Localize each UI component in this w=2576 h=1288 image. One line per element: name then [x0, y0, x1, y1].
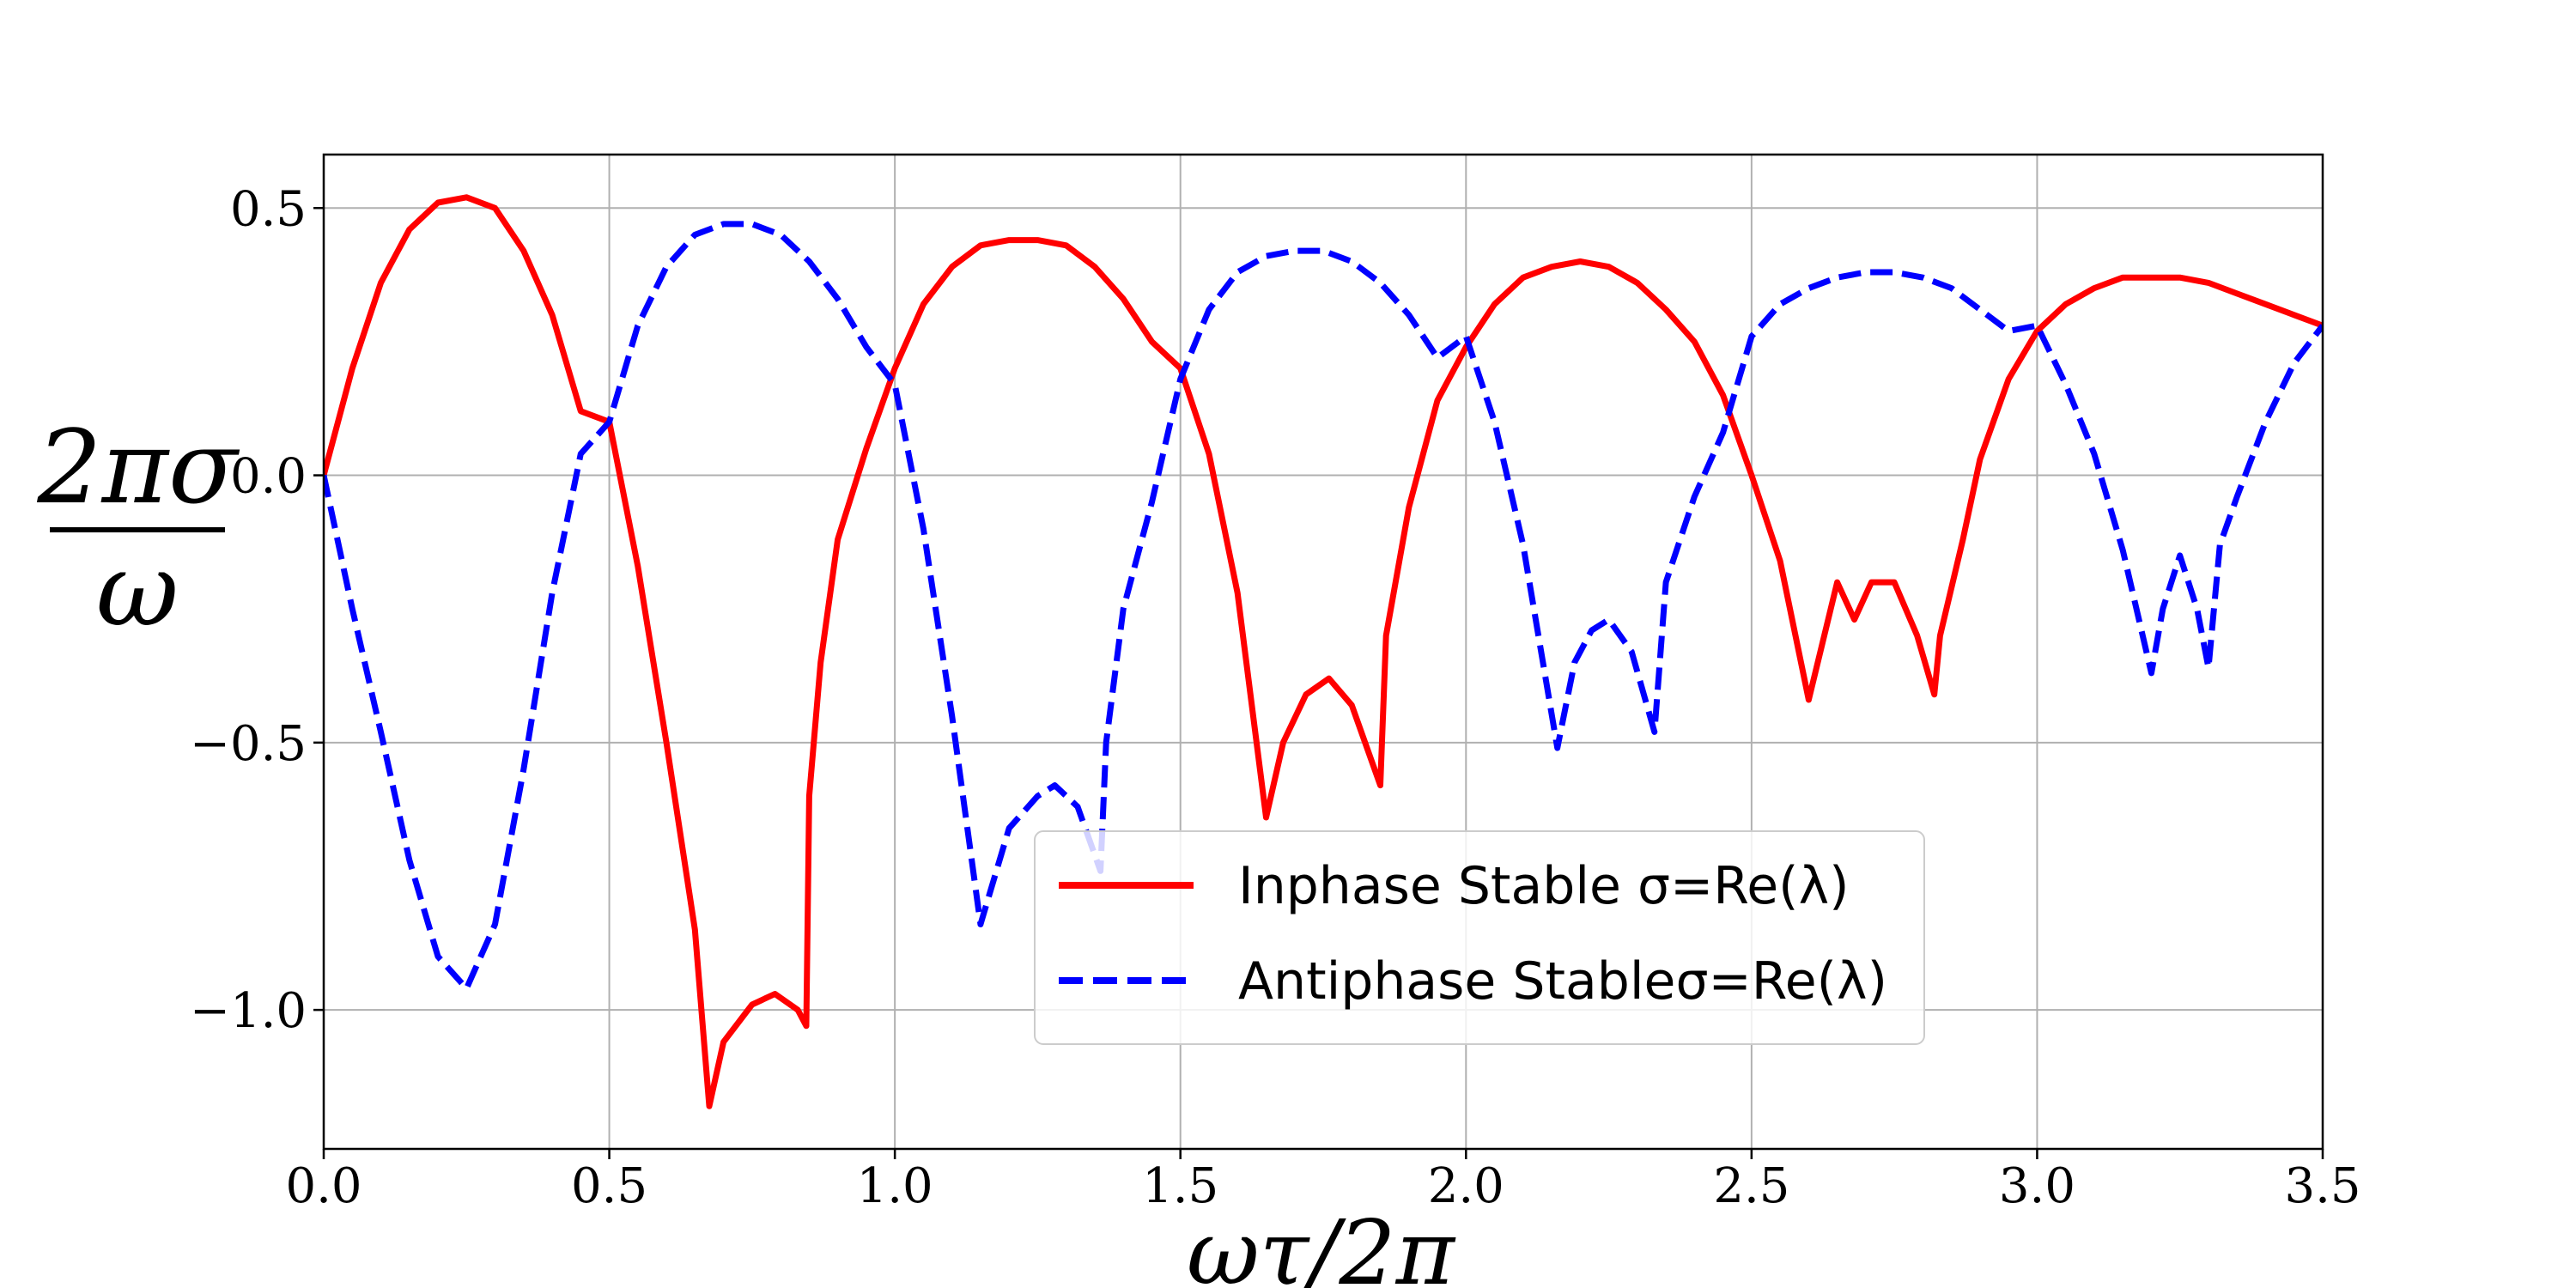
- x-tick-label: 2.0: [1428, 1158, 1504, 1214]
- y-tick-label: 0.5: [230, 181, 307, 237]
- x-tick-label: 3.5: [2284, 1158, 2360, 1214]
- x-tick-label: 2.5: [1713, 1158, 1789, 1214]
- series-line-inphase: [324, 194, 2323, 1109]
- y-axis-label: 2πσ ω: [36, 408, 240, 649]
- series-line-antiphase: [324, 221, 2323, 992]
- y-axis-label-denominator: ω: [96, 531, 179, 649]
- series-layer: [324, 194, 2323, 1109]
- plot-frame: [322, 153, 2324, 1151]
- y-tick-label: −1.0: [190, 983, 307, 1039]
- x-tick-label: 1.0: [857, 1158, 933, 1214]
- legend: Inphase Stable σ=Re(λ) Antiphase Stableσ…: [1034, 830, 1925, 1045]
- ticks: 0.0 0.5 1.0 1.5 2.0 2.5 3.0 3.5 0.5 0.0 −0.5 −1.0: [190, 181, 2361, 1214]
- y-tick-label: 0.0: [230, 449, 307, 505]
- y-tick-label: −0.5: [190, 716, 307, 772]
- x-tick-label: 3.0: [1999, 1158, 2075, 1214]
- x-tick-label: 0.0: [285, 1158, 361, 1214]
- legend-label-antiphase: Antiphase Stableσ=Re(λ): [1238, 951, 1887, 1012]
- legend-box: [1034, 830, 1925, 1045]
- x-axis-label: ωτ/2π: [1187, 1200, 1456, 1288]
- legend-label-inphase: Inphase Stable σ=Re(λ): [1238, 856, 1850, 916]
- y-axis-label-numerator: 2πσ: [36, 408, 240, 526]
- x-tick-label: 1.5: [1142, 1158, 1218, 1214]
- x-tick-label: 0.5: [571, 1158, 647, 1214]
